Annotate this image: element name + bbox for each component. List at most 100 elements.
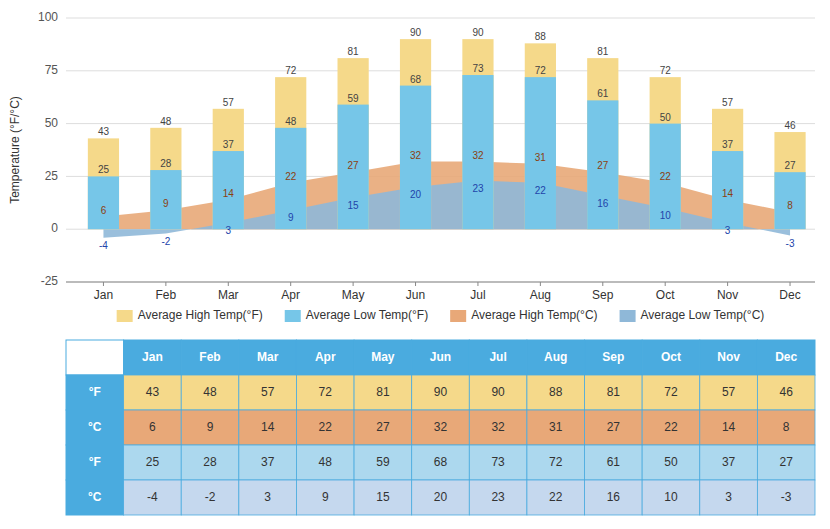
x-tick (602, 282, 603, 286)
x-tick (103, 282, 104, 286)
table-value: 20 (434, 490, 448, 504)
x-tick-label: Feb (156, 288, 177, 302)
table-value: 43 (146, 385, 160, 399)
x-tick-label: Oct (656, 288, 675, 302)
data-label: 88 (535, 31, 547, 42)
table-value: 46 (780, 385, 794, 399)
table-cell (296, 480, 354, 515)
table-row-label-cell (66, 445, 124, 480)
data-label: 22 (660, 171, 672, 182)
data-label: 27 (348, 160, 360, 171)
x-tick-label: Nov (717, 288, 738, 302)
table-cell (354, 445, 412, 480)
table-cell (412, 445, 470, 480)
y-axis-label: Temperature (°F/°C) (8, 96, 22, 204)
table-value: 88 (549, 385, 563, 399)
table-cell (239, 480, 297, 515)
table-value: 8 (783, 420, 790, 434)
table-cell (181, 410, 239, 445)
table-cell (124, 410, 182, 445)
table-cell (239, 445, 297, 480)
data-label: 28 (160, 158, 172, 169)
data-label: 31 (535, 152, 547, 163)
data-label: 6 (101, 205, 107, 216)
table-cell (181, 480, 239, 515)
table-cell (700, 445, 758, 480)
table-row-label: °C (88, 420, 102, 434)
table-value: 28 (203, 455, 217, 469)
table-header: Dec (775, 350, 797, 364)
data-label: 23 (472, 183, 484, 194)
x-tick (228, 282, 229, 286)
table-cell (642, 375, 700, 410)
x-axis-line (66, 282, 815, 283)
table-row-label: °F (89, 455, 101, 469)
data-label: 90 (410, 27, 422, 38)
data-label: 48 (160, 116, 172, 127)
table-cell (412, 375, 470, 410)
table-cell (354, 410, 412, 445)
data-label: 14 (223, 188, 235, 199)
grid-line (66, 282, 815, 283)
x-tick-label: Mar (218, 288, 239, 302)
bar (213, 151, 244, 229)
legend-swatch (285, 310, 301, 322)
table-row-label-cell (66, 410, 124, 445)
table-value: 6 (149, 420, 156, 434)
table-value: 59 (376, 455, 390, 469)
legend-label: Average High Temp(°F) (138, 308, 263, 322)
table-cell (181, 375, 239, 410)
data-label: 22 (535, 185, 547, 196)
x-tick-label: Apr (281, 288, 300, 302)
table-value: 9 (207, 420, 214, 434)
x-tick-label: Jun (406, 288, 425, 302)
bar (650, 124, 681, 230)
bar (587, 100, 618, 229)
table-cell (642, 445, 700, 480)
plot-area (88, 39, 806, 238)
x-tick (790, 282, 791, 286)
x-tick-label: Jan (94, 288, 113, 302)
table-cell (585, 410, 643, 445)
table-value: -3 (781, 490, 792, 504)
table-value: 32 (434, 420, 448, 434)
x-tick (727, 282, 728, 286)
bar (338, 58, 369, 229)
legend-item: Average Low Temp(°C) (620, 308, 765, 322)
table-header: Jan (142, 350, 163, 364)
bar (774, 132, 805, 229)
table-cell (239, 375, 297, 410)
y-tick-label: 0 (51, 221, 58, 235)
data-label: 90 (472, 27, 484, 38)
table-value: 25 (146, 455, 160, 469)
table-header-cell (757, 340, 815, 375)
table-value: 61 (607, 455, 621, 469)
table-cell (585, 445, 643, 480)
table-cell (412, 480, 470, 515)
legend-swatch (450, 310, 466, 322)
data-label: 43 (98, 126, 110, 137)
x-tick (353, 282, 354, 286)
legend-item: Average High Temp(°F) (117, 308, 263, 322)
table-value: 3 (725, 490, 732, 504)
table-cell (124, 480, 182, 515)
table-header: Jun (430, 350, 451, 364)
legend-item: Average Low Temp(°F) (285, 308, 428, 322)
data-label: 14 (722, 188, 734, 199)
table-value: 37 (722, 455, 736, 469)
table-cell (469, 480, 527, 515)
bar (462, 39, 493, 229)
y-tick-label: 75 (45, 63, 59, 77)
table-cell (642, 410, 700, 445)
table-value: 48 (319, 455, 333, 469)
bar (525, 43, 556, 229)
table-value: 10 (664, 490, 678, 504)
data-label: -3 (786, 238, 795, 249)
table-value: 14 (722, 420, 736, 434)
data-label: 8 (787, 200, 793, 211)
data-label: 68 (410, 74, 422, 85)
data-label: 72 (660, 65, 672, 76)
y-tick-label: 50 (45, 116, 59, 130)
table-header-cell (354, 340, 412, 375)
table-value: 22 (549, 490, 563, 504)
